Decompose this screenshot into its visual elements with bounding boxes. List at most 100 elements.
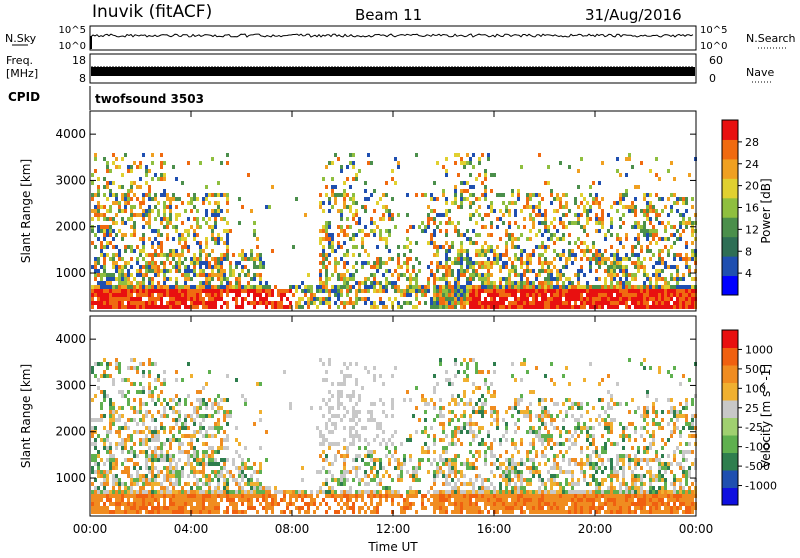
- heatmap-cell: [196, 478, 199, 482]
- heatmap-cell: [364, 462, 367, 466]
- heatmap-cell: [325, 233, 328, 237]
- heatmap-cell: [415, 257, 418, 261]
- heatmap-cell: [541, 245, 544, 249]
- heatmap-cell: [253, 506, 256, 510]
- heatmap-cell: [202, 510, 205, 514]
- heatmap-cell: [445, 209, 448, 213]
- heatmap-cell: [211, 297, 214, 301]
- heatmap-cell: [283, 305, 286, 309]
- heatmap-cell: [154, 450, 157, 454]
- heatmap-cell: [601, 197, 604, 201]
- heatmap-cell: [436, 462, 439, 466]
- heatmap-cell: [424, 506, 427, 510]
- heatmap-cell: [442, 490, 445, 494]
- heatmap-cell: [118, 510, 121, 514]
- heatmap-cell: [238, 494, 241, 498]
- heatmap-cell: [187, 277, 190, 281]
- heatmap-cell: [100, 494, 103, 498]
- heatmap-cell: [94, 269, 97, 273]
- heatmap-cell: [331, 382, 334, 386]
- heatmap-cell: [616, 253, 619, 257]
- heatmap-cell: [661, 289, 664, 293]
- heatmap-cell: [577, 277, 580, 281]
- heatmap-cell: [103, 265, 106, 269]
- heatmap-cell: [130, 189, 133, 193]
- heatmap-cell: [526, 285, 529, 289]
- heatmap-cell: [691, 253, 694, 257]
- heatmap-cell: [208, 201, 211, 205]
- heatmap-cell: [184, 422, 187, 426]
- heatmap-cell: [115, 502, 118, 506]
- heatmap-cell: [364, 209, 367, 213]
- heatmap-cell: [301, 506, 304, 510]
- heatmap-cell: [310, 301, 313, 305]
- heatmap-cell: [160, 450, 163, 454]
- heatmap-cell: [445, 506, 448, 510]
- heatmap-cell: [451, 410, 454, 414]
- heatmap-cell: [445, 494, 448, 498]
- heatmap-cell: [388, 490, 391, 494]
- heatmap-cell: [265, 301, 268, 305]
- heatmap-cell: [415, 285, 418, 289]
- heatmap-cell: [517, 193, 520, 197]
- heatmap-cell: [109, 169, 112, 173]
- heatmap-cell: [466, 285, 469, 289]
- heatmap-cell: [637, 225, 640, 229]
- heatmap-cell: [511, 241, 514, 245]
- heatmap-cell: [382, 213, 385, 217]
- nsky-tick-bottom: 10^0: [59, 41, 86, 52]
- heatmap-cell: [688, 289, 691, 293]
- heatmap-cell: [172, 265, 175, 269]
- heatmap-cell: [460, 157, 463, 161]
- heatmap-cell: [466, 181, 469, 185]
- heatmap-cell: [304, 213, 307, 217]
- heatmap-cell: [436, 414, 439, 418]
- heatmap-cell: [319, 490, 322, 494]
- heatmap-cell: [388, 233, 391, 237]
- heatmap-cell: [313, 498, 316, 502]
- heatmap-cell: [262, 506, 265, 510]
- heatmap-cell: [553, 225, 556, 229]
- heatmap-cell: [139, 502, 142, 506]
- heatmap-cell: [418, 225, 421, 229]
- heatmap-cell: [478, 293, 481, 297]
- heatmap-cell: [496, 285, 499, 289]
- heatmap-cell: [241, 253, 244, 257]
- heatmap-cell: [517, 297, 520, 301]
- heatmap-cell: [130, 213, 133, 217]
- heatmap-cell: [241, 462, 244, 466]
- heatmap-cell: [139, 498, 142, 502]
- heatmap-cell: [454, 458, 457, 462]
- heatmap-cell: [457, 510, 460, 514]
- heatmap-cell: [145, 498, 148, 502]
- heatmap-cell: [457, 394, 460, 398]
- heatmap-cell: [148, 498, 151, 502]
- heatmap-cell: [331, 161, 334, 165]
- heatmap-cell: [349, 506, 352, 510]
- heatmap-cell: [247, 482, 250, 486]
- heatmap-cell: [103, 478, 106, 482]
- heatmap-cell: [487, 277, 490, 281]
- heatmap-cell: [124, 502, 127, 506]
- heatmap-cell: [208, 225, 211, 229]
- heatmap-cell: [424, 193, 427, 197]
- heatmap-cell: [109, 297, 112, 301]
- heatmap-cell: [613, 261, 616, 265]
- heatmap-cell: [487, 285, 490, 289]
- heatmap-cell: [307, 297, 310, 301]
- heatmap-cell: [205, 510, 208, 514]
- heatmap-cell: [604, 233, 607, 237]
- heatmap-cell: [619, 297, 622, 301]
- heatmap-cell: [136, 305, 139, 309]
- heatmap-cell: [511, 189, 514, 193]
- heatmap-cell: [256, 482, 259, 486]
- heatmap-cell: [193, 410, 196, 414]
- heatmap-cell: [145, 165, 148, 169]
- heatmap-cell: [202, 434, 205, 438]
- heatmap-cell: [334, 442, 337, 446]
- heatmap-cell: [142, 386, 145, 390]
- heatmap-cell: [247, 269, 250, 273]
- heatmap-cell: [196, 462, 199, 466]
- heatmap-cell: [328, 398, 331, 402]
- heatmap-cell: [151, 261, 154, 265]
